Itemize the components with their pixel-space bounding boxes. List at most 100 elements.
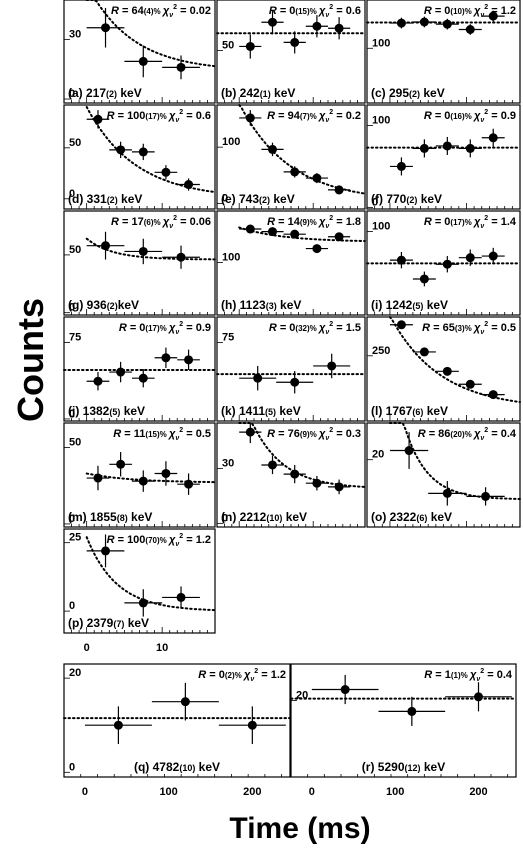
x-tick-label: 0 xyxy=(84,642,90,654)
data-point xyxy=(184,180,194,190)
data-point xyxy=(334,23,344,33)
panel-b: 50 R = 0(15)% χν2 = 0.6 (b) 242(1) keV xyxy=(216,0,366,104)
data-point xyxy=(101,23,111,33)
panel-frame xyxy=(290,663,517,778)
data-point xyxy=(161,468,171,478)
y-tick-label: 0 xyxy=(69,761,75,773)
fit-annotation: R = 0(17)% χν2 = 0.9 xyxy=(119,321,211,336)
fit-curve xyxy=(388,422,521,500)
panel-m: 0 50 R = 11(15)% χν2 = 0.5 (m) 1855(8) keV xyxy=(63,422,216,528)
panel-c: 100 R = 0(10)% χν2 = 1.2 (c) 295(2) keV xyxy=(366,0,521,104)
data-point xyxy=(93,114,103,124)
y-tick-label: 30 xyxy=(222,458,234,470)
panel-label: (q) 4782(10) keV xyxy=(134,760,220,774)
panel-label: (p) 2379(7) keV xyxy=(68,616,149,630)
panel-a: 0 30 R = 64(4)% χν2 = 0.02 (a) 217(2) keV xyxy=(63,0,216,104)
data-point xyxy=(488,11,498,21)
panel-label: (n) 2212(10) keV xyxy=(221,510,307,524)
panel-f: 0 100 R = 0(16)% χν2 = 0.9 (f) 770(2) keV xyxy=(366,104,521,210)
data-point xyxy=(116,145,126,155)
fit-curve xyxy=(85,472,216,484)
y-tick-label: 100 xyxy=(222,136,240,148)
y-tick-label: 50 xyxy=(69,137,81,149)
data-point xyxy=(419,274,429,284)
data-point xyxy=(396,161,406,171)
data-point xyxy=(340,685,350,695)
data-point xyxy=(290,469,300,479)
data-point xyxy=(419,347,429,357)
y-tick-label: 100 xyxy=(222,251,240,263)
data-point xyxy=(488,133,498,143)
data-point xyxy=(268,144,277,154)
panel-h: 100 R = 14(9)% χν2 = 1.8 (h) 1123(3) keV xyxy=(216,210,366,316)
y-tick-label: 0 xyxy=(222,512,228,524)
panel-label: (o) 2322(6) keV xyxy=(371,510,452,524)
panel-label: (m) 1855(8) keV xyxy=(68,510,152,524)
y-tick-label: 0 xyxy=(69,600,75,612)
panel-d: 0 50 R = 100(17)% χν2 = 0.6 (d) 331(2) keV xyxy=(63,104,216,210)
data-point xyxy=(488,251,498,261)
fit-annotation: R = 14(9)% χν2 = 1.8 xyxy=(267,215,361,230)
panel-j: 0 75 R = 0(17)% χν2 = 0.9 (j) 1382(5) keV xyxy=(63,316,216,422)
data-point xyxy=(138,147,148,157)
data-point xyxy=(465,253,475,263)
data-point xyxy=(488,390,498,400)
data-point xyxy=(116,459,126,469)
data-point xyxy=(253,373,263,383)
data-point xyxy=(481,491,491,501)
panel-o: 20 R = 86(20)% χν2 = 0.4 (o) 2322(6) keV xyxy=(366,422,521,528)
data-point xyxy=(465,379,475,389)
data-point xyxy=(180,697,190,707)
panel-label: (l) 1767(6) keV xyxy=(371,404,448,418)
fit-annotation: R = 65(3)% χν2 = 0.5 xyxy=(422,321,516,336)
panel-label: (b) 242(1) keV xyxy=(221,86,295,100)
panel-e: 0 100 R = 94(7)% χν2 = 0.2 (e) 743(2) keV xyxy=(216,104,366,210)
data-point xyxy=(442,366,452,376)
y-tick-label: 50 xyxy=(69,436,81,448)
data-point xyxy=(290,377,300,387)
data-point xyxy=(268,17,277,27)
panel-label: (h) 1123(3) keV xyxy=(221,298,301,312)
y-tick-label: 0 xyxy=(69,188,75,200)
y-tick-label: 20 xyxy=(372,449,384,461)
data-point xyxy=(184,479,194,489)
x-tick-label: 0 xyxy=(82,786,88,798)
y-tick-label: 75 xyxy=(222,331,234,343)
data-point xyxy=(334,232,344,242)
data-point xyxy=(442,259,452,269)
fit-curve xyxy=(388,316,521,403)
panel-label: (a) 217(2) keV xyxy=(68,86,142,100)
panels-group: 0 30 R = 64(4)% χν2 = 0.02 (a) 217(2) keV 50… xyxy=(63,0,521,798)
y-tick-label: 0 xyxy=(69,513,75,525)
y-tick-label: 0 xyxy=(222,192,228,204)
fit-annotation: R = 64(4)% χν2 = 0.02 xyxy=(111,4,211,19)
data-point xyxy=(442,141,452,151)
data-point xyxy=(312,478,322,488)
x-tick-label: 100 xyxy=(159,786,177,798)
data-point xyxy=(93,376,103,386)
y-tick-label: 100 xyxy=(372,37,390,49)
panel-p: 0 25 0 10 R = 100(70)% χν2 = 1.2 (p) 2379(7) … xyxy=(63,528,216,654)
data-point xyxy=(474,692,483,702)
fit-annotation: R = 0(10)% χν2 = 1.2 xyxy=(424,4,516,19)
data-point xyxy=(290,167,300,177)
x-axis-title: Time (ms) xyxy=(229,812,370,845)
fit-annotation: R = 0(16)% χν2 = 0.9 xyxy=(424,109,516,124)
panel-label: (r) 5290(12) keV xyxy=(362,760,445,774)
fit-annotation: R = 1(1)% χν2 = 0.4 xyxy=(424,668,513,683)
data-point xyxy=(116,367,126,377)
data-point xyxy=(396,255,406,265)
panel-label: (k) 1411(5) keV xyxy=(221,404,301,418)
data-point xyxy=(268,227,277,237)
x-tick-label: 0 xyxy=(309,786,315,798)
panel-label: (e) 743(2) keV xyxy=(221,192,295,206)
data-point xyxy=(312,244,322,254)
data-point xyxy=(312,173,322,183)
panel-k: 75 R = 0(32)% χν2 = 1.5 (k) 1411(5) keV xyxy=(216,316,366,422)
y-tick-label: 30 xyxy=(69,29,81,41)
data-point xyxy=(442,19,452,29)
data-point xyxy=(93,473,103,483)
data-point xyxy=(161,353,171,363)
x-tick-label: 100 xyxy=(386,786,404,798)
